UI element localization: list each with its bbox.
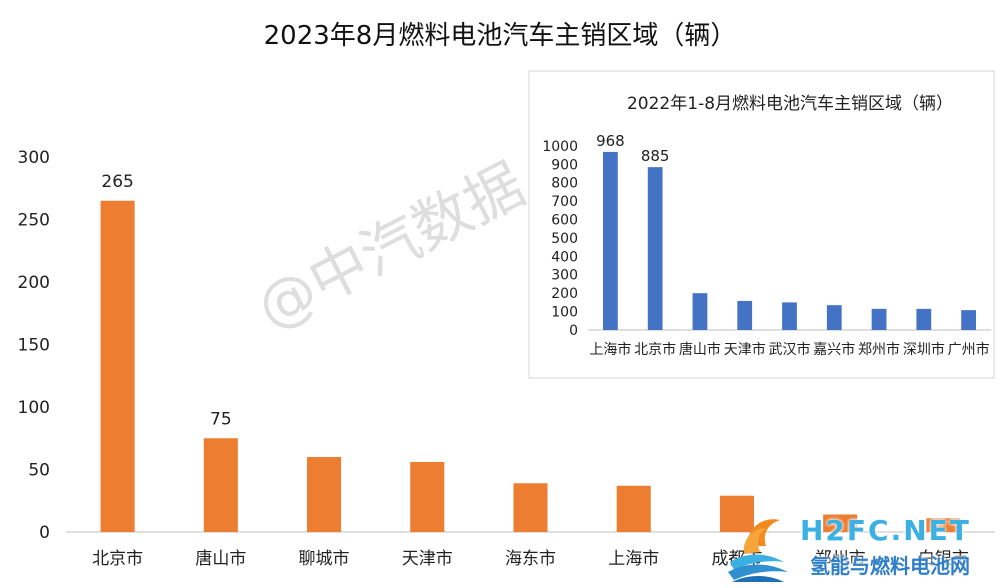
main-category-label: 郑州市 bbox=[815, 549, 866, 569]
inset-bar bbox=[961, 310, 976, 330]
inset-bar bbox=[826, 305, 842, 330]
main-category-label: 天津市 bbox=[402, 549, 453, 569]
main-category-label: 北京市 bbox=[92, 549, 143, 569]
main-y-tick-label: 0 bbox=[39, 523, 50, 543]
main-chart-title: 2023年8月燃料电池汽车主销区域（辆） bbox=[264, 21, 737, 51]
inset-y-tick-label: 800 bbox=[551, 176, 578, 192]
main-bar bbox=[513, 483, 548, 532]
main-category-label: 白银市 bbox=[918, 549, 969, 569]
main-y-tick-label: 150 bbox=[18, 335, 50, 355]
flame-wave-icon bbox=[728, 519, 788, 582]
inset-category-label: 广州市 bbox=[948, 341, 990, 358]
inset-y-tick-label: 500 bbox=[551, 231, 578, 247]
main-category-label: 聊城市 bbox=[299, 549, 350, 569]
inset-category-label: 深圳市 bbox=[903, 341, 945, 358]
inset-chart-frame bbox=[528, 70, 995, 379]
main-bar bbox=[203, 438, 238, 532]
inset-bar bbox=[782, 302, 797, 330]
inset-category-label: 北京市 bbox=[634, 341, 676, 358]
inset-bar bbox=[871, 308, 887, 330]
inset-y-tick-label: 0 bbox=[569, 323, 578, 339]
inset-bar bbox=[692, 293, 708, 330]
inset-y-tick-label: 700 bbox=[551, 194, 578, 210]
main-bar bbox=[410, 462, 445, 532]
inset-y-tick-label: 1000 bbox=[542, 139, 578, 155]
inset-bar bbox=[603, 151, 618, 330]
main-category-label: 海东市 bbox=[505, 549, 556, 569]
main-y-tick-label: 250 bbox=[18, 210, 50, 230]
inset-bar bbox=[916, 308, 932, 330]
inset-y-tick-label: 900 bbox=[551, 157, 578, 173]
logo-top-text: H2FC.NET bbox=[800, 514, 971, 547]
main-y-tick-label: 200 bbox=[18, 273, 50, 293]
main-category-label: 唐山市 bbox=[195, 548, 246, 569]
inset-category-label: 天津市 bbox=[724, 341, 766, 358]
inset-y-tick-label: 100 bbox=[551, 305, 578, 321]
inset-category-label: 唐山市 bbox=[679, 341, 721, 358]
main-bar bbox=[719, 495, 754, 532]
main-bar bbox=[823, 514, 858, 532]
inset-chart-title: 2022年1-8月燃料电池汽车主销区域（辆） bbox=[627, 94, 953, 114]
main-y-tick-label: 300 bbox=[18, 148, 50, 168]
inset-y-tick-label: 400 bbox=[551, 249, 578, 265]
main-bar bbox=[100, 200, 135, 532]
main-data-label: 75 bbox=[210, 409, 232, 429]
inset-category-label: 郑州市 bbox=[858, 341, 900, 358]
inset-bar bbox=[737, 300, 753, 330]
inset-chart-plot: 0 100 200 300 400 500 600 700 800 900 1000 上海市 968 北京… bbox=[542, 132, 991, 358]
inset-y-tick-label: 300 bbox=[551, 268, 578, 284]
inset-data-label: 968 bbox=[596, 132, 625, 150]
inset-data-label: 885 bbox=[641, 147, 670, 165]
h2fc-logo: H2FC.NET 氢能与燃料电池网 bbox=[718, 506, 1000, 588]
main-bar bbox=[926, 518, 961, 532]
main-y-tick-label: 50 bbox=[28, 460, 50, 480]
main-y-tick-label: 100 bbox=[18, 398, 50, 418]
main-category-label: 上海市 bbox=[608, 549, 659, 569]
main-bar bbox=[616, 485, 651, 532]
inset-y-tick-label: 600 bbox=[551, 213, 578, 229]
logo-bottom-text: 氢能与燃料电池网 bbox=[810, 554, 970, 578]
inset-bar bbox=[647, 167, 663, 330]
inset-y-tick-label: 200 bbox=[551, 286, 578, 302]
inset-category-label: 上海市 bbox=[589, 341, 631, 358]
inset-chart: 2022年1-8月燃料电池汽车主销区域（辆） 0 100 200 300 400 500 6… bbox=[528, 70, 995, 379]
main-data-label: 265 bbox=[101, 172, 133, 192]
main-bar bbox=[307, 457, 342, 532]
inset-category-label: 嘉兴市 bbox=[813, 341, 855, 358]
inset-category-label: 武汉市 bbox=[769, 341, 811, 358]
